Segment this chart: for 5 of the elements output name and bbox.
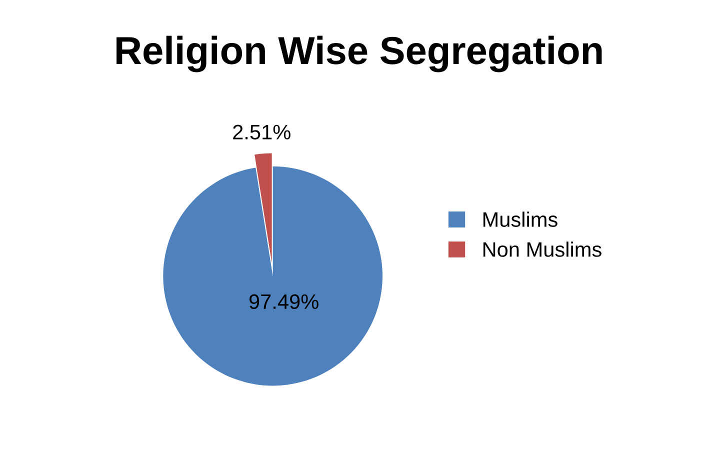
legend-label: Non Muslims — [483, 242, 602, 257]
data-label: 2.51% — [233, 124, 290, 140]
chart-title: Religion Wise Segregation — [116, 36, 602, 72]
data-label: 97.49% — [249, 294, 318, 310]
legend-label: Muslims — [483, 212, 558, 227]
